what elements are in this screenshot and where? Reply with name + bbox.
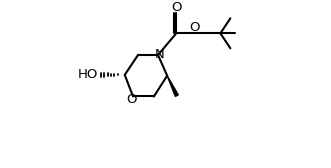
- Polygon shape: [167, 76, 178, 96]
- Text: O: O: [189, 22, 200, 34]
- Text: O: O: [126, 93, 137, 106]
- Text: N: N: [155, 48, 165, 61]
- Text: HO: HO: [77, 68, 98, 81]
- Text: O: O: [171, 1, 182, 14]
